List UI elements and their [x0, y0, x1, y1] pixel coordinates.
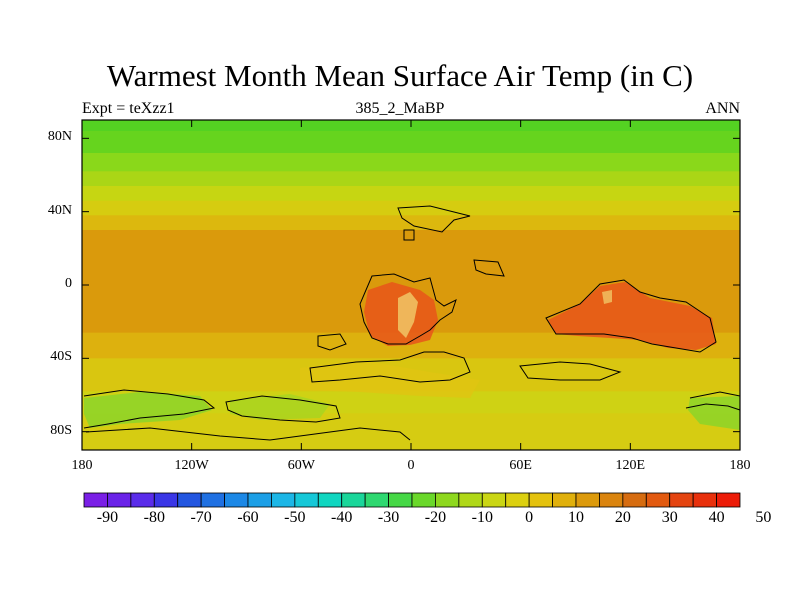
temperature-anomaly-patches [84, 282, 740, 430]
temperature-band-2 [82, 153, 740, 172]
colorbar-label: -40 [331, 509, 353, 526]
colorbar-swatch [271, 492, 296, 508]
lon-tick-label: 120E [615, 458, 646, 473]
lon-tick-label: 120W [174, 458, 209, 473]
colorbar-label: 50 [755, 509, 772, 526]
colorbar-swatch [200, 492, 225, 508]
colorbar-swatch [716, 492, 741, 508]
colorbar-swatch [294, 492, 319, 508]
continent-outlines [83, 205, 741, 441]
temperature-band-3 [82, 171, 740, 187]
colorbar-swatch [107, 492, 132, 508]
lon-tick-label: 0 [407, 458, 415, 473]
colorbar-swatch [83, 492, 108, 508]
colorbar-swatch [669, 492, 694, 508]
colorbar-swatch [505, 492, 530, 508]
map-title: Warmest Month Mean Surface Air Temp (in … [106, 58, 694, 93]
experiment-label: Expt = teXzz1 [82, 100, 175, 117]
colorbar-swatch [481, 492, 507, 508]
colorbar-swatch [177, 492, 202, 508]
lat-tick-label: 40S [50, 349, 72, 365]
temperature-band-6 [82, 215, 740, 231]
colorbar-label: -50 [284, 509, 306, 526]
lon-tick-label: 60W [287, 458, 315, 473]
colorbar-swatch [528, 492, 553, 508]
colorbar-swatch [692, 492, 717, 508]
axis-tick-marks [81, 120, 741, 450]
colorbar-swatch [341, 492, 366, 508]
season-label: ANN [705, 100, 740, 117]
temperature-band-4 [82, 186, 740, 202]
colorbar-swatch [645, 492, 671, 508]
colorbar-label: -30 [377, 509, 400, 526]
colorbar-label: 30 [661, 509, 678, 526]
colorbar-label: -10 [471, 509, 493, 526]
hot-core-west [398, 292, 418, 338]
colorbar-label: -90 [96, 509, 119, 526]
colorbar-swatch [575, 492, 600, 508]
colorbar-label: 40 [708, 509, 725, 526]
colorbar-swatch [247, 492, 272, 508]
temperature-band-1 [82, 131, 740, 154]
colorbar-swatch [153, 492, 179, 508]
lon-tick-label: 180 [729, 458, 751, 473]
colorbar-swatch [411, 492, 436, 508]
colorbar-label: 20 [614, 509, 631, 526]
colorbar-label: -60 [237, 509, 259, 526]
lat-tick-label: 80N [47, 129, 72, 145]
colorbar-label: -20 [424, 509, 447, 526]
hot-core-east [602, 290, 612, 304]
colorbar-swatch [130, 492, 155, 508]
colorbar-label: 10 [568, 509, 584, 526]
colorbar-swatch [622, 492, 647, 508]
cool-patch-southwest [84, 392, 212, 428]
lat-tick-label: 80S [50, 422, 72, 438]
lat-tick-label: 40N [47, 202, 72, 218]
colorbar-swatch [599, 492, 624, 508]
colorbar [83, 492, 741, 508]
period-label: 385_2_MaBP [355, 100, 445, 117]
colorbar-label: -70 [190, 509, 212, 526]
temperature-band-5 [82, 200, 740, 216]
colorbar-swatch [224, 492, 249, 508]
lat-tick-label: 0 [65, 276, 72, 291]
lon-tick-label: 60E [509, 458, 532, 473]
temperature-field [82, 120, 740, 451]
colorbar-swatch [388, 492, 413, 508]
colorbar-label: -80 [143, 509, 165, 526]
colorbar-swatch [458, 492, 483, 508]
colorbar-swatch [317, 492, 343, 508]
lon-tick-label: 180 [71, 458, 93, 473]
colorbar-swatch [552, 492, 577, 508]
colorbar-swatch [364, 492, 389, 508]
colorbar-label: 0 [525, 509, 534, 526]
warm-patch-south [300, 360, 480, 398]
hot-region-east [548, 282, 716, 350]
colorbar-swatch [435, 492, 460, 508]
